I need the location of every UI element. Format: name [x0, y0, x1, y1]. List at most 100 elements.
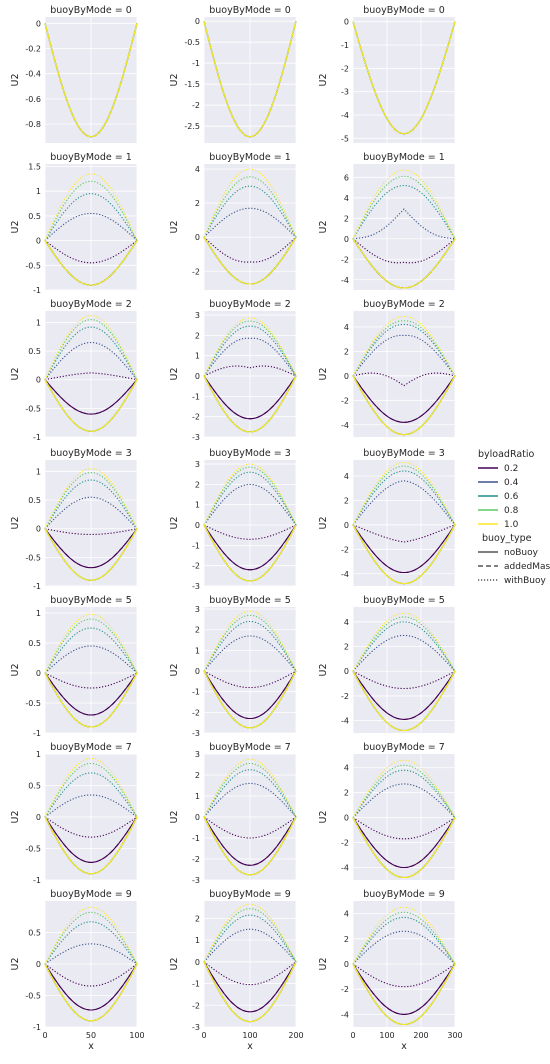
y-tick-label: 2 [195, 771, 200, 780]
series-line-withBuoy-0-8 [44, 911, 138, 965]
y-tick-label: -2.5 [184, 122, 200, 131]
facet-panel: buoyByMode = 0 0 -1 -2 -3 -4 -5 U2 [318, 5, 456, 143]
series-line-withBuoy-0-2 [44, 816, 138, 838]
y-tick-label: 0 [344, 18, 349, 27]
series-line-addedMass-0-2 [44, 528, 138, 569]
y-tick-label: 1 [195, 646, 200, 655]
series-line-withBuoy-0-8 [352, 764, 456, 818]
series-line-withBuoy-0-8 [44, 618, 138, 674]
y-tick-label: -2 [192, 267, 200, 276]
y-axis-label: U2 [10, 664, 21, 677]
series-line-addedMass-0-2 [44, 672, 138, 716]
y-axis-label: U2 [169, 221, 180, 234]
y-tick-label: -2 [341, 985, 349, 994]
panel-title: buoyByMode = 0 [209, 5, 291, 16]
y-tick-label: 1 [36, 750, 41, 759]
y-tick-label: -0.5 [25, 992, 41, 1001]
series-line-withBuoy-0-8 [352, 911, 456, 965]
series-line-addedMass-0-2 [203, 524, 297, 571]
series-line-withBuoy-1-0 [44, 173, 138, 241]
y-tick-label: 0.5 [28, 496, 41, 505]
series-line-withBuoy-0-8 [203, 762, 297, 818]
y-tick-label: 2 [344, 789, 349, 798]
series-line-addedMass-0-2 [203, 375, 297, 420]
y-tick-label: -3 [192, 729, 200, 738]
y-tick-label: 0.5 [28, 782, 41, 791]
facet-panel: buoyByMode = 7 -3 -2 -1 0 1 2 3 U2 [169, 742, 297, 885]
y-axis-label: U2 [169, 517, 180, 530]
y-axis-label: U2 [10, 221, 21, 234]
y-tick-label: 0 [195, 233, 200, 242]
series-line-withBuoy-0-4 [203, 928, 297, 963]
y-tick-label: -0.5 [25, 404, 41, 413]
facet-panel: buoyByMode = 1 -4 -2 0 2 4 6 U2 [318, 152, 456, 290]
facet-panel: buoyByMode = 5 -1 -0.5 0 0.5 1 U2 [10, 595, 138, 738]
y-axis-label: U2 [318, 74, 329, 87]
series-line-addedMass-1-0 [44, 240, 138, 286]
y-axis-label: U2 [169, 664, 180, 677]
legend-entry-ratio: 0.4 [504, 478, 519, 488]
y-tick-label: 2 [195, 626, 200, 635]
y-axis-label: U2 [318, 811, 329, 824]
y-tick-label: 0 [344, 521, 349, 530]
y-axis-label: U2 [10, 811, 21, 824]
y-tick-label: 0.5 [28, 212, 41, 221]
series-line-withBuoy-0-2 [44, 240, 138, 264]
y-axis-label: U2 [169, 811, 180, 824]
y-tick-label: 0 [195, 667, 200, 676]
y-tick-label: 6 [344, 173, 349, 182]
series-line-withBuoy-0-2 [352, 670, 456, 690]
y-tick-label: 2 [195, 199, 200, 208]
series-line-withBuoy-1-0 [44, 315, 138, 380]
x-axis-label: x [401, 1041, 407, 1052]
series-line-withBuoy-0-6 [203, 914, 297, 963]
panel-background [353, 311, 455, 437]
series-line-addedMass-1-0 [203, 816, 297, 876]
panel-title: buoyByMode = 1 [50, 152, 132, 163]
facet-panel: buoyByMode = 7 -4 -2 0 2 4 U2 [318, 742, 456, 880]
series-line-addedMass-0-2 [352, 817, 456, 869]
y-tick-label: -1 [192, 980, 200, 989]
series-line-withBuoy-0-6 [352, 769, 456, 818]
y-axis-label: U2 [318, 368, 329, 381]
y-tick-label: 0.5 [28, 347, 41, 356]
series-line-addedMass-0-2 [203, 816, 297, 866]
y-tick-label: -0.2 [25, 45, 41, 54]
series-line-withBuoy-0-6 [203, 325, 297, 377]
series-line-addedMass-1-0 [44, 23, 138, 138]
series-line-withBuoy-0-2 [44, 372, 138, 381]
y-tick-label: 0 [195, 372, 200, 381]
y-tick-label: 0 [36, 376, 41, 385]
x-axis-label: x [88, 1041, 94, 1052]
y-tick-label: -0.8 [25, 120, 41, 129]
series-line-addedMass-1-0 [44, 528, 138, 581]
series-line-addedMass-1-0 [203, 21, 297, 138]
x-tick-label: 100 [379, 1031, 394, 1040]
y-tick-label: -3 [192, 1023, 200, 1032]
y-tick-label: 3 [195, 750, 200, 759]
y-tick-label: 0.5 [28, 639, 41, 648]
panel-title: buoyByMode = 5 [363, 595, 445, 606]
x-tick-label: 200 [288, 1031, 303, 1040]
series-line-addedMass-1-0 [203, 961, 297, 1023]
series-line-addedMass-1-0 [352, 238, 456, 289]
y-tick-label: 1 [36, 318, 41, 327]
facet-panel: buoyByMode = 5 -3 -2 -1 0 1 2 3 U2 [169, 595, 297, 738]
y-tick-label: -2 [192, 413, 200, 422]
y-tick-label: -0.5 [25, 845, 41, 854]
y-tick-label: -0.6 [25, 95, 41, 104]
y-tick-label: -2 [192, 101, 200, 110]
series-line-addedMass-1-0 [203, 670, 297, 729]
legend: byloadRatio 0.2 0.4 0.6 0.8 1.0 buoy_type noBuo… [478, 449, 550, 586]
series-line-withBuoy-0-6 [352, 323, 456, 377]
series-line-withBuoy-0-8 [203, 466, 297, 526]
y-tick-label: 0 [344, 235, 349, 244]
panel-title: buoyByMode = 0 [363, 5, 445, 16]
series-line-withBuoy-1-0 [44, 757, 138, 818]
facet-panel: buoyByMode = 2 -3 -2 -1 0 1 2 3 U2 [169, 299, 297, 442]
y-tick-label: 1 [195, 352, 200, 361]
panel-title: buoyByMode = 9 [363, 889, 445, 900]
panel-background [353, 754, 455, 880]
y-tick-label: -2 [192, 855, 200, 864]
panel-title: buoyByMode = 2 [209, 299, 291, 310]
